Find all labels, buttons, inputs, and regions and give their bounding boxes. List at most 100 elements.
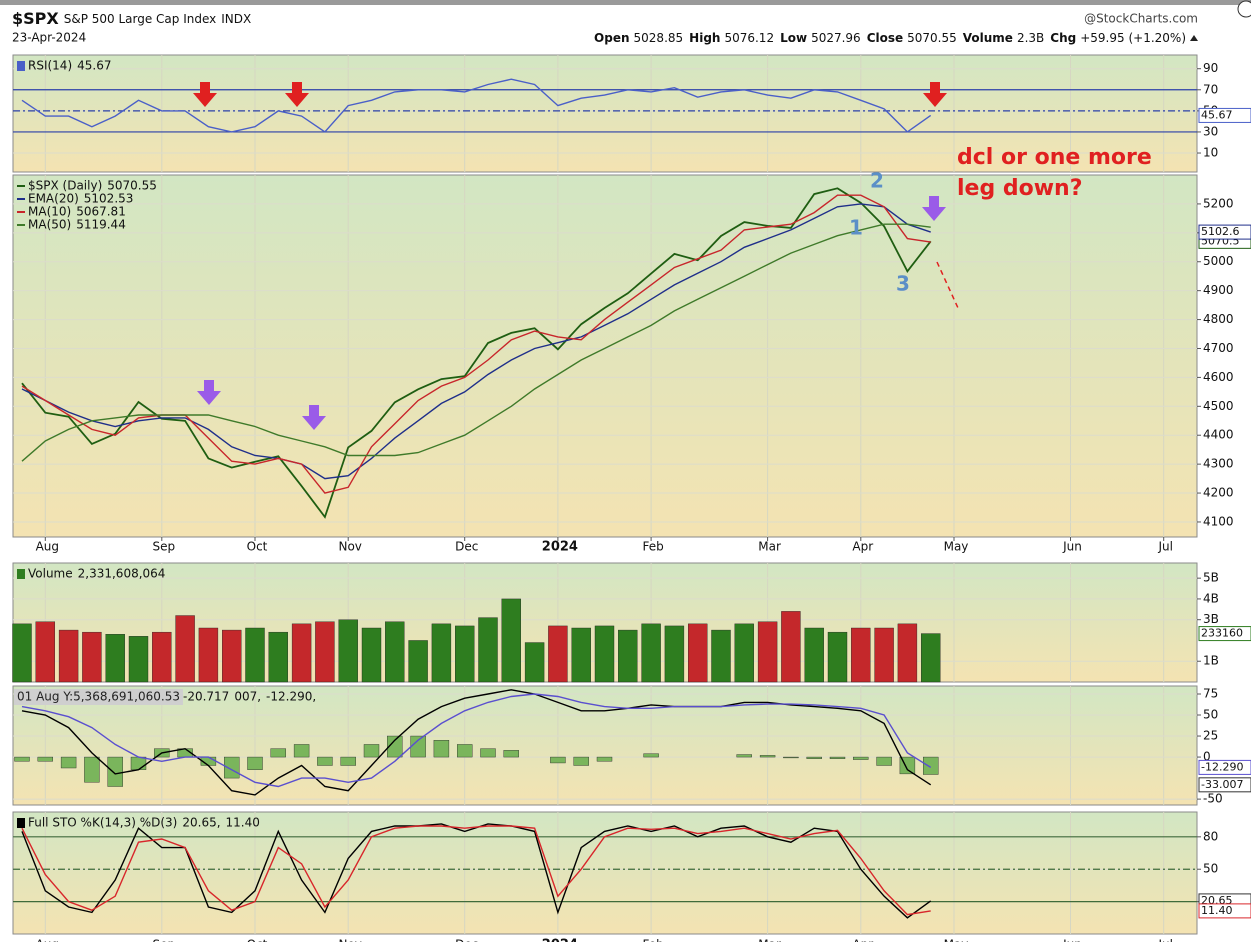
value-tag-label: 45.67 [1201, 108, 1233, 121]
bar [410, 735, 426, 758]
line [21, 187, 932, 519]
legend-icon [17, 569, 25, 579]
bar [478, 617, 498, 683]
legend-value: 5102.53 [84, 192, 134, 206]
y-tick-label: 4300 [1203, 457, 1234, 471]
bar [618, 629, 638, 683]
value-tag-label: 5102.6 [1201, 225, 1240, 238]
symbol: $SPX [12, 9, 59, 28]
legend-value: 2,331,608,064 [78, 567, 166, 581]
y-tick-label: 0 [1203, 750, 1211, 764]
legend-value: 11.40 [226, 816, 260, 830]
x-tick-label: May [944, 938, 969, 942]
y-tick-label: 4700 [1203, 341, 1234, 355]
bar [503, 750, 519, 758]
bar [317, 756, 333, 766]
bar [548, 625, 568, 683]
top-bar [0, 0, 1251, 5]
legend-name: RSI(14) [28, 59, 72, 73]
bar [455, 625, 475, 683]
bar [338, 619, 358, 683]
bar [247, 756, 263, 770]
legend-name: EMA(20) [28, 192, 79, 206]
up-triangle [1190, 35, 1198, 41]
index-name: S&P 500 Large Cap Index [64, 12, 217, 26]
y-tick-label: 4B [1203, 591, 1219, 605]
bar [175, 615, 195, 683]
bar [596, 756, 613, 762]
bar [759, 755, 776, 758]
bar [35, 621, 55, 683]
bar [853, 756, 869, 760]
legend-value: 45.67 [77, 59, 111, 73]
tooltip: 01 Aug Y:5,368,691,060.53 [17, 690, 180, 704]
quote-value: 2.3B [1017, 31, 1044, 45]
title-line: $SPX S&P 500 Large Cap Index INDX [12, 9, 251, 28]
bar [315, 621, 335, 683]
panel-background [12, 811, 1198, 935]
bar [361, 627, 382, 683]
y-tick-label: 10 [1203, 146, 1218, 160]
y-tick-label: 4100 [1203, 514, 1234, 528]
bar [58, 629, 79, 683]
line [21, 203, 931, 480]
corner-icon [1237, 0, 1251, 18]
quote-label: Close [867, 31, 903, 45]
bar [876, 756, 892, 766]
legend-name: Volume [28, 567, 73, 581]
bar [268, 631, 288, 683]
y-tick-label: 3B [1203, 612, 1219, 626]
bar [60, 756, 77, 769]
panel-background [12, 685, 1198, 806]
bar [806, 756, 822, 759]
bar [923, 756, 939, 775]
y-tick-label: 4900 [1203, 283, 1234, 297]
line [21, 693, 932, 788]
x-tick-label: Nov [338, 938, 361, 942]
value-tag [1198, 759, 1251, 775]
bar [734, 623, 754, 683]
quote-label: Chg [1050, 31, 1076, 45]
bar [874, 627, 894, 683]
plot-layer: 103050709045.67RSI(14)45.674100420043004… [12, 54, 1251, 942]
x-tick-label: Apr [852, 540, 873, 554]
bar [14, 756, 30, 762]
quote-label: Volume [963, 31, 1013, 45]
bar [851, 627, 871, 683]
quote-label: Low [780, 31, 807, 45]
x-tick-label: Dec [455, 938, 478, 942]
annotation-text: dcl or one more [957, 145, 1152, 170]
x-tick-label: Mar [758, 938, 781, 942]
x-tick-label: Oct [247, 540, 268, 554]
bar [130, 756, 147, 770]
y-tick-label: 4800 [1203, 312, 1234, 326]
y-tick-label: -50 [1203, 792, 1223, 806]
bar [480, 748, 496, 758]
bar [270, 748, 286, 758]
bar [245, 627, 265, 683]
bar [501, 598, 521, 683]
line [21, 223, 931, 462]
bar [664, 625, 685, 683]
bar [221, 629, 242, 683]
x-tick-label: Dec [455, 540, 478, 554]
quote-value: +59.95 (+1.20%) [1080, 31, 1186, 45]
bar [431, 623, 452, 683]
bar [198, 627, 219, 683]
bar [340, 756, 356, 766]
panel-background [12, 174, 1198, 538]
value-tag-label: -12.290 [1201, 760, 1243, 773]
value-tag [1198, 777, 1251, 793]
bar [524, 642, 545, 683]
bar [643, 753, 659, 758]
annotation-text: leg down? [957, 176, 1082, 201]
x-tick-label: 2024 [542, 540, 578, 555]
x-tick-label: May [944, 540, 969, 554]
legend-value: 007, [234, 690, 261, 704]
bar [550, 756, 566, 764]
legend-name: MA(10) [28, 205, 71, 219]
tooltip-background [14, 689, 183, 705]
x-tick-label: Mar [758, 540, 781, 554]
x-tick-label: Sep [152, 540, 175, 554]
